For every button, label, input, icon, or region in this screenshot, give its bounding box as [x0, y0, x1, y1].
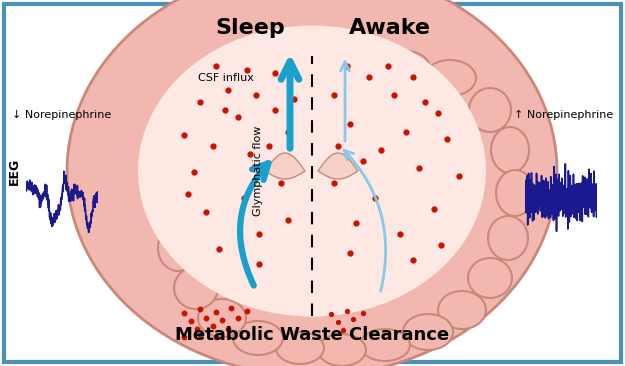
Ellipse shape — [171, 94, 213, 138]
Ellipse shape — [488, 216, 528, 260]
Ellipse shape — [335, 46, 385, 78]
Text: Glymphatic flow: Glymphatic flow — [253, 126, 263, 216]
Ellipse shape — [491, 127, 529, 173]
Ellipse shape — [138, 26, 486, 317]
Text: Metabolic Waste Clearance: Metabolic Waste Clearance — [176, 326, 449, 344]
Ellipse shape — [245, 51, 295, 85]
Ellipse shape — [469, 88, 511, 132]
Text: Sleep: Sleep — [215, 18, 285, 38]
Polygon shape — [318, 153, 358, 179]
Ellipse shape — [403, 314, 453, 350]
Ellipse shape — [290, 46, 340, 78]
Ellipse shape — [158, 225, 198, 271]
Ellipse shape — [199, 64, 251, 100]
Ellipse shape — [156, 135, 194, 181]
Ellipse shape — [380, 51, 430, 85]
Ellipse shape — [424, 60, 476, 96]
FancyBboxPatch shape — [4, 4, 621, 362]
Ellipse shape — [318, 334, 366, 366]
Text: ↓ Norepinephrine: ↓ Norepinephrine — [12, 110, 111, 120]
Text: CSF influx: CSF influx — [198, 73, 254, 83]
Ellipse shape — [233, 321, 283, 355]
Ellipse shape — [174, 267, 218, 309]
Text: EEG: EEG — [8, 157, 21, 184]
Text: ↑ Norepinephrine: ↑ Norepinephrine — [514, 110, 613, 120]
Ellipse shape — [468, 258, 512, 298]
Ellipse shape — [360, 329, 410, 361]
Ellipse shape — [276, 332, 324, 364]
Ellipse shape — [153, 179, 191, 227]
Ellipse shape — [67, 0, 557, 366]
Polygon shape — [265, 153, 305, 179]
Ellipse shape — [496, 170, 534, 216]
Ellipse shape — [438, 291, 486, 329]
Text: Awake: Awake — [349, 18, 431, 38]
Ellipse shape — [198, 299, 246, 337]
